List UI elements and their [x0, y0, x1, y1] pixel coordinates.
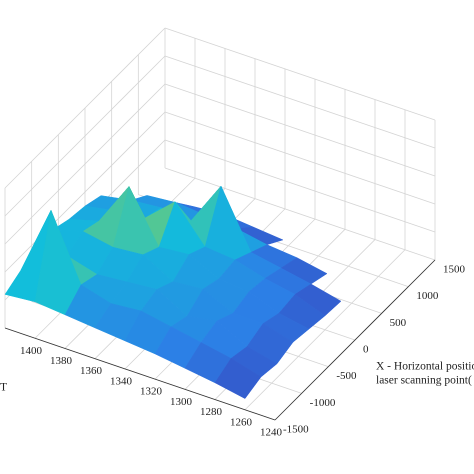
y-tick-label: 1340: [110, 375, 133, 387]
wall-line: [164, 139, 436, 233]
x-axis-label: laser scanning point(: [376, 375, 472, 387]
y-tick-label: 1300: [170, 396, 193, 408]
x-tick-label: 1000: [416, 290, 439, 302]
wall-line: [4, 111, 166, 273]
y-tick-label: 1400: [20, 345, 43, 357]
wall-line: [164, 83, 436, 177]
y-axis: [4, 327, 276, 421]
wall-line: [4, 27, 166, 189]
wall-line: [164, 111, 436, 205]
x-tick-label: -500: [336, 370, 357, 382]
y-tick-label: 1380: [50, 355, 73, 367]
x-axis: [274, 259, 436, 421]
grid-line: [164, 167, 436, 261]
wall-line: [164, 27, 436, 121]
x-tick-label: 0: [363, 344, 369, 356]
x-tick-label: -1000: [310, 397, 336, 409]
wall-line: [4, 83, 166, 245]
x-tick-label: 500: [390, 317, 407, 329]
surface-patch: [214, 358, 262, 399]
y-tick-label: 1280: [200, 406, 223, 418]
y-axis-label: T: [0, 382, 7, 394]
wall-line: [164, 55, 436, 149]
wall-line: [4, 55, 166, 217]
y-tick-label: 1360: [80, 365, 103, 377]
y-tick-label: 1260: [230, 416, 253, 428]
x-tick-label: 1500: [443, 264, 466, 276]
x-axis-label: X - Horizontal positio: [376, 361, 474, 373]
x-tick-label: -1500: [283, 424, 309, 436]
y-tick-label: 1240: [260, 427, 283, 439]
y-tick-label: 1320: [140, 386, 163, 398]
